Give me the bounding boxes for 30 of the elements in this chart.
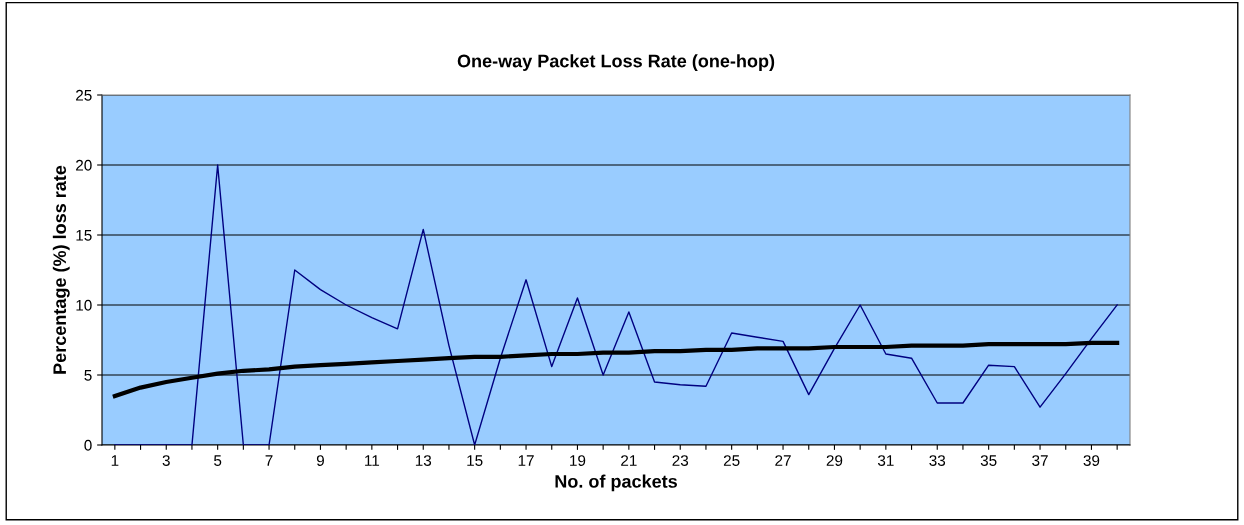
y-tick-label: 25: [76, 89, 92, 101]
x-tick-label: 13: [415, 455, 432, 466]
x-tick-label: 33: [929, 455, 946, 466]
x-tick-label: 3: [162, 455, 170, 466]
x-tick-label: 19: [570, 455, 586, 466]
x-tick-label: 9: [316, 455, 324, 466]
y-tick-label: 15: [76, 230, 92, 241]
x-tick-label: 29: [826, 455, 843, 466]
line-series: [114, 164, 1118, 445]
y-axis-title: Percentage (%) loss rate: [52, 165, 70, 374]
x-tick-label: 21: [621, 455, 637, 466]
y-tick-label: 0: [84, 439, 92, 451]
y-tick-label: 20: [76, 159, 92, 171]
x-tick-label: 17: [518, 455, 534, 466]
x-tick-label: 31: [877, 455, 894, 466]
x-tick-label: 27: [775, 455, 791, 466]
x-tick-label: 11: [365, 455, 380, 466]
y-tick-label: 5: [84, 370, 92, 381]
chart-title: One-way Packet Loss Rate (one-hop): [457, 54, 775, 71]
x-tick-label: 39: [1083, 455, 1100, 466]
x-tick-label: 25: [723, 455, 740, 466]
x-tick-label: 15: [467, 455, 483, 466]
x-tick-label: 35: [980, 455, 997, 466]
x-tick-label: 23: [672, 455, 689, 466]
x-tick-label: 5: [214, 455, 222, 466]
x-tick-label: 7: [265, 455, 273, 466]
y-tick-label: 10: [76, 299, 92, 311]
x-axis-title: No. of packets: [555, 474, 677, 492]
x-tick-label: 37: [1032, 455, 1048, 466]
x-tick-label: 1: [111, 455, 119, 466]
